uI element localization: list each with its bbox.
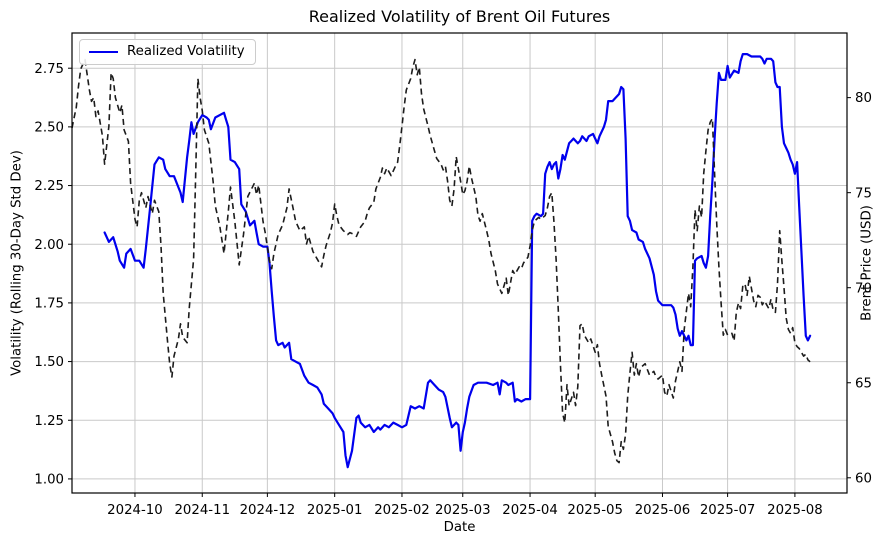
svg-text:2025-06: 2025-06 bbox=[635, 503, 691, 518]
legend-line-sample bbox=[89, 50, 118, 53]
legend: Realized Volatility bbox=[79, 39, 256, 65]
svg-text:75: 75 bbox=[855, 186, 872, 201]
svg-text:1.25: 1.25 bbox=[34, 414, 64, 429]
svg-text:1.75: 1.75 bbox=[34, 296, 64, 311]
chart-title: Realized Volatility of Brent Oil Futures bbox=[308, 7, 611, 26]
svg-text:2025-01: 2025-01 bbox=[307, 503, 363, 518]
svg-text:2025-03: 2025-03 bbox=[435, 503, 491, 518]
svg-text:70: 70 bbox=[855, 281, 872, 296]
svg-text:2025-02: 2025-02 bbox=[374, 503, 430, 518]
svg-text:2.25: 2.25 bbox=[34, 179, 64, 194]
svg-text:2025-08: 2025-08 bbox=[767, 503, 823, 518]
x-axis-label: Date bbox=[443, 520, 476, 535]
svg-text:2024-10: 2024-10 bbox=[107, 503, 163, 518]
svg-text:2.75: 2.75 bbox=[34, 62, 64, 77]
svg-text:2024-11: 2024-11 bbox=[174, 503, 230, 518]
svg-text:2025-05: 2025-05 bbox=[567, 503, 623, 518]
svg-text:2.50: 2.50 bbox=[34, 120, 64, 135]
right-axis-label: Brent Price (USD) bbox=[859, 205, 875, 321]
svg-text:1.00: 1.00 bbox=[34, 473, 64, 488]
svg-text:2024-12: 2024-12 bbox=[240, 503, 296, 518]
svg-text:60: 60 bbox=[855, 471, 872, 486]
svg-text:65: 65 bbox=[855, 376, 872, 391]
svg-text:80: 80 bbox=[855, 91, 872, 106]
left-axis-label: Volatility (Rolling 30-Day Std Dev) bbox=[9, 150, 25, 376]
svg-text:2025-04: 2025-04 bbox=[502, 503, 558, 518]
svg-text:2.00: 2.00 bbox=[34, 238, 64, 253]
svg-text:1.50: 1.50 bbox=[34, 355, 64, 370]
legend-label: Realized Volatility bbox=[127, 44, 245, 59]
svg-text:2025-07: 2025-07 bbox=[700, 503, 756, 518]
